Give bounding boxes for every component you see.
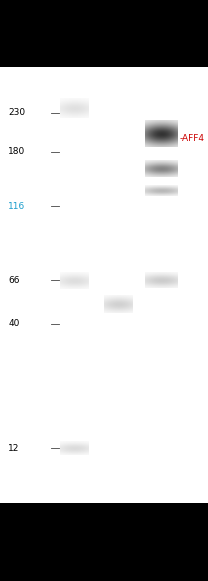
Text: 116: 116 — [8, 202, 26, 211]
Text: 40: 40 — [8, 320, 20, 328]
Bar — [0, 67, 208, 503]
Text: 66: 66 — [8, 276, 20, 285]
Text: 12: 12 — [8, 444, 20, 453]
Text: 230: 230 — [8, 108, 25, 117]
Text: -AFF4: -AFF4 — [180, 134, 205, 143]
Text: 180: 180 — [8, 148, 26, 156]
